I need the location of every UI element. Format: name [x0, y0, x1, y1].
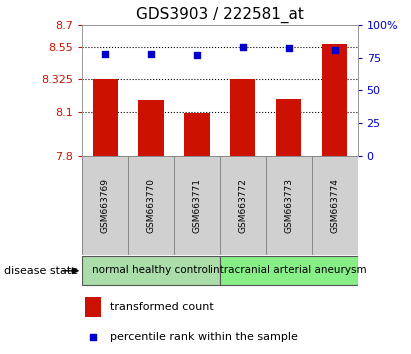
Bar [128, 156, 174, 255]
Point [194, 52, 200, 58]
Bar [230, 79, 256, 156]
Bar [322, 44, 347, 156]
Text: percentile rank within the sample: percentile rank within the sample [110, 332, 298, 342]
Point [240, 44, 246, 50]
Point [90, 335, 97, 340]
Text: GSM663774: GSM663774 [330, 178, 339, 233]
Bar [85, 297, 102, 317]
Text: GSM663770: GSM663770 [147, 178, 155, 233]
Bar [266, 156, 312, 255]
Point [331, 47, 338, 52]
Text: GSM663769: GSM663769 [101, 178, 110, 233]
Point [148, 51, 155, 56]
Bar [82, 256, 220, 285]
Text: disease state: disease state [4, 266, 78, 276]
Bar [92, 79, 118, 156]
Bar [276, 99, 301, 156]
Bar [82, 156, 128, 255]
Bar [139, 101, 164, 156]
Text: transformed count: transformed count [110, 302, 213, 312]
Text: intracranial arterial aneurysm: intracranial arterial aneurysm [210, 265, 367, 275]
Bar [220, 156, 266, 255]
Bar [174, 156, 220, 255]
Title: GDS3903 / 222581_at: GDS3903 / 222581_at [136, 7, 304, 23]
Point [285, 46, 292, 51]
Bar [184, 113, 210, 156]
Text: GSM663771: GSM663771 [192, 178, 201, 233]
Text: GSM663772: GSM663772 [238, 178, 247, 233]
Bar [312, 156, 358, 255]
Text: normal healthy control: normal healthy control [92, 265, 210, 275]
Bar [220, 256, 358, 285]
Point [102, 51, 109, 56]
Text: GSM663773: GSM663773 [284, 178, 293, 233]
